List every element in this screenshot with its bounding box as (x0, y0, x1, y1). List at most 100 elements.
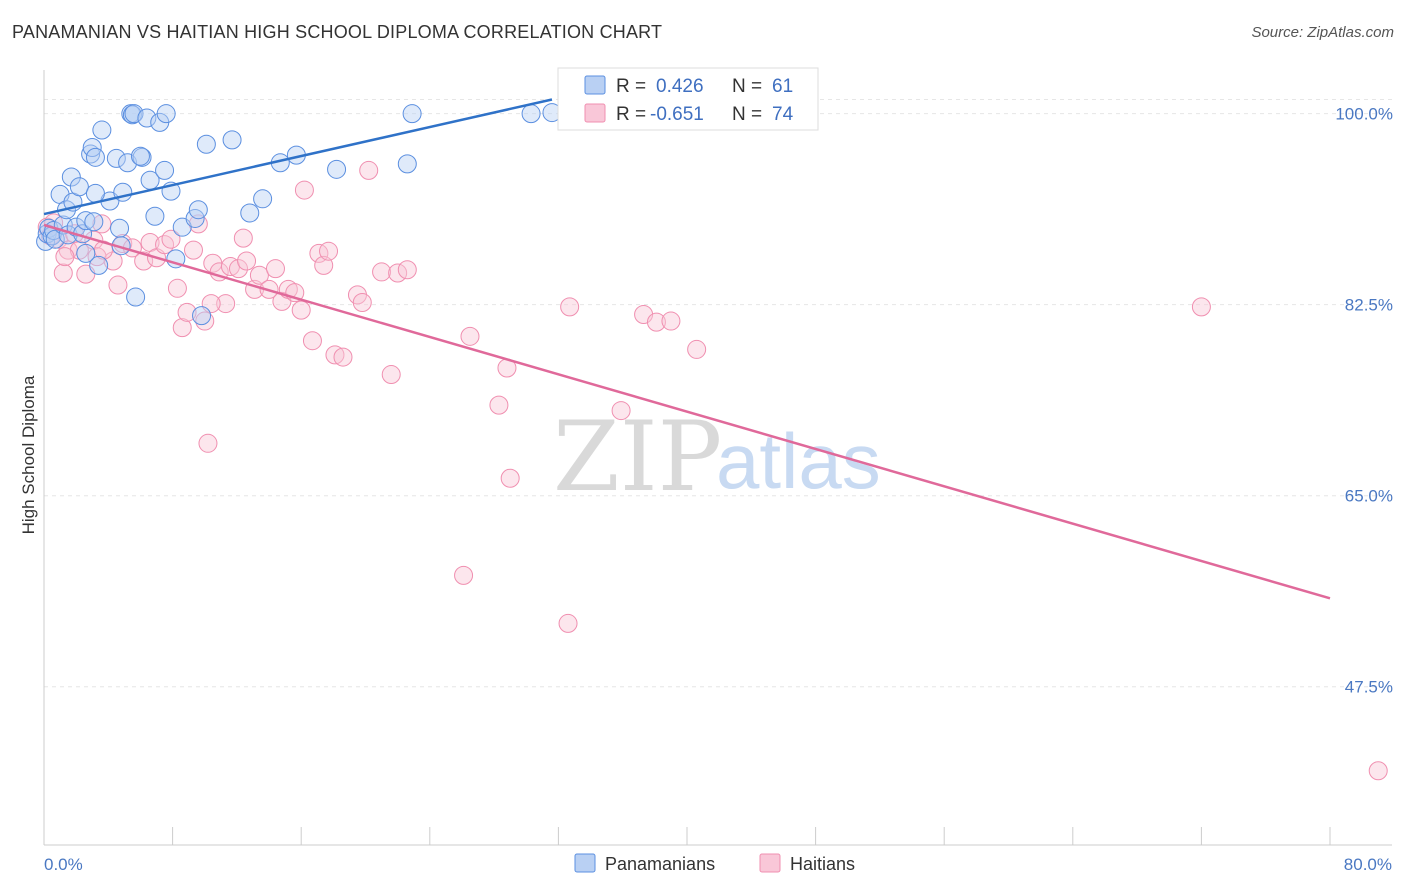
haitians-point (53, 263, 73, 283)
x-ticks (43, 827, 1331, 845)
chart-title: PANAMANIAN VS HAITIAN HIGH SCHOOL DIPLOM… (12, 22, 663, 42)
panamanians-point (132, 147, 152, 167)
panamanians-point (397, 154, 417, 174)
panamanians-point (145, 206, 165, 226)
series-legend: Panamanians Haitians (574, 853, 855, 874)
legend-n-value-panamanians: 61 (772, 76, 793, 97)
legend-r-label-haitians: R = (616, 104, 646, 125)
haitians-point (661, 311, 681, 331)
legend-haitians-label: Haitians (790, 854, 855, 874)
haitians-point (381, 365, 401, 385)
panamanians-point (85, 147, 105, 167)
panamanians-point (84, 212, 104, 232)
y-tick-labels: 100.0% 82.5% 65.0% 47.5% (1335, 105, 1393, 697)
panamanians-point (122, 105, 142, 125)
panamanians-point (402, 104, 422, 124)
panamanians-point (521, 104, 541, 124)
haitians-point (177, 302, 197, 322)
haitians-point (233, 228, 253, 248)
haitians-point (309, 243, 329, 263)
haitians-point (108, 275, 128, 295)
haitians-point (249, 265, 269, 285)
y-tick-label: 47.5% (1345, 678, 1393, 697)
legend-r-value-haitians: -0.651 (650, 104, 704, 125)
haitians-point (319, 241, 339, 261)
haitians-point (325, 345, 345, 365)
haitians-point (291, 300, 311, 320)
haitians-point (172, 318, 192, 338)
haitians-point (161, 229, 181, 249)
haitians-point (372, 262, 392, 282)
panamanians-point (61, 167, 81, 187)
panamanians-point (188, 200, 208, 220)
haitians-point (314, 255, 334, 275)
haitians-point (1191, 297, 1211, 317)
panamanians-point (89, 255, 109, 275)
haitians-point (103, 251, 123, 271)
legend-n-value-haitians: 74 (772, 104, 794, 125)
axes (43, 70, 1392, 846)
source-credit: Source: ZipAtlas.com (1251, 24, 1394, 41)
watermark-zip: ZIP (553, 401, 722, 513)
legend-n-label-haitians: N = (732, 104, 762, 125)
haitians-point (183, 240, 203, 260)
panamanians-point (240, 203, 260, 223)
panamanians-point (156, 104, 176, 124)
haitians-point (500, 468, 520, 488)
panamanians-point (92, 120, 112, 140)
haitians-trend-line (43, 223, 1331, 600)
haitians-point (352, 293, 372, 312)
y-tick-label: 65.0% (1345, 487, 1393, 506)
haitians-point (611, 401, 631, 421)
haitians-point (397, 260, 417, 280)
panamanians-point (69, 177, 89, 197)
panamanians-point (130, 146, 150, 166)
x-tick-label-max: 80.0% (1344, 855, 1392, 874)
grid-lines (44, 98, 1392, 688)
haitians-point (55, 247, 75, 267)
haitians-point (237, 251, 257, 271)
haitians-swatch-icon (584, 103, 606, 123)
panamanians-point (137, 108, 157, 128)
legend-r-value-panamanians: 0.426 (656, 76, 704, 97)
legend-panamanians-icon (574, 853, 596, 873)
panamanians-point (76, 211, 96, 231)
y-tick-label: 100.0% (1335, 105, 1393, 124)
panamanians-point (45, 229, 65, 249)
panamanians-point (192, 306, 212, 326)
panamanians-point (85, 183, 105, 203)
haitians-point (359, 160, 379, 180)
x-tick-label-min: 0.0% (44, 855, 83, 874)
haitians-point (687, 339, 707, 359)
legend-panamanians-label: Panamanians (605, 854, 715, 874)
stats-legend: R = 0.426 N = 61 R = -0.651 N = 74 (557, 67, 819, 131)
legend-r-label-panamanians: R = (616, 76, 646, 97)
trend-lines (43, 98, 1331, 600)
panamanians-point (106, 148, 126, 168)
watermark: ZIP atlas (553, 401, 881, 513)
panamanians-swatch-icon (584, 75, 606, 95)
panamanians-point (222, 130, 242, 150)
haitians-point (216, 294, 236, 314)
panamanians-point (124, 104, 144, 124)
haitians-point (188, 214, 208, 234)
haitians-point (302, 331, 322, 351)
y-tick-label: 82.5% (1345, 296, 1393, 315)
legend-haitians-icon (759, 853, 781, 873)
panamanians-point (155, 160, 175, 180)
panamanians-point (253, 189, 273, 209)
panamanians-point (126, 287, 146, 307)
haitians-point (167, 278, 187, 298)
haitians-point (558, 613, 578, 633)
panamanians-point (327, 159, 347, 179)
haitians-point (560, 297, 580, 317)
y-axis-label: High School Diploma (19, 375, 38, 534)
haitians-point (265, 259, 285, 279)
panamanians-point (76, 243, 96, 263)
haitians-point (454, 565, 474, 585)
panamanians-trend-line (43, 98, 553, 216)
panamanians-point (110, 218, 130, 238)
panamanians-point (196, 134, 216, 154)
legend-n-label-panamanians: N = (732, 76, 762, 97)
